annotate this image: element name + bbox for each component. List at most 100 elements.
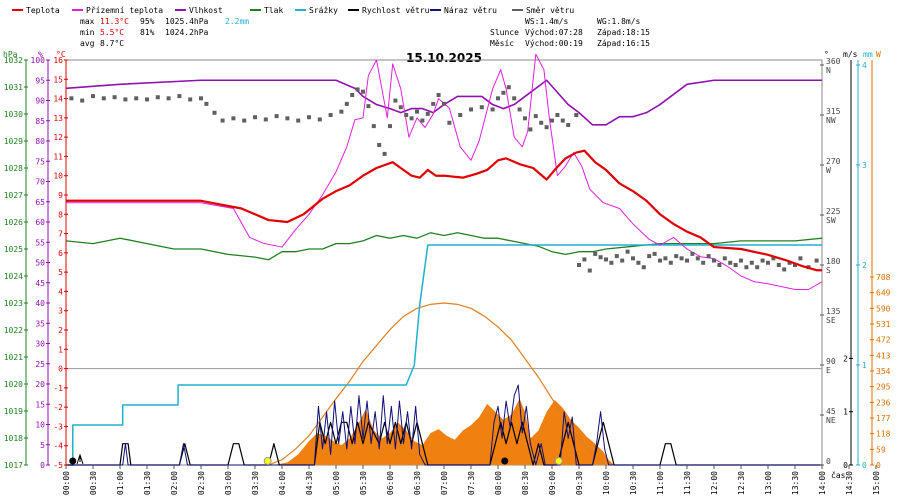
humidity-tick-label: 60 xyxy=(35,218,45,227)
direction-tick-label: 90 xyxy=(826,357,836,366)
wind-direction-point xyxy=(123,97,128,102)
direction-tick-label: 270 xyxy=(826,157,841,166)
wind-direction-point xyxy=(166,96,171,101)
wind-direction-point xyxy=(744,265,749,270)
wind-direction-point xyxy=(431,101,436,106)
rain-tick-label: 2 xyxy=(862,261,867,270)
wind-direction-point xyxy=(204,101,209,106)
x-tick-label: 10:30 xyxy=(629,471,638,495)
temperature-tick-label: 11 xyxy=(53,152,63,161)
wind-direction-point xyxy=(80,98,85,103)
wind-direction-point xyxy=(695,256,700,261)
direction-name: SW xyxy=(826,216,836,225)
wind-direction-point xyxy=(366,104,371,109)
direction-name: W xyxy=(826,166,831,175)
wind-direction-point xyxy=(442,101,446,106)
temperature-tick-label: 13 xyxy=(53,114,63,123)
solar-tick-label: 236 xyxy=(876,398,891,407)
wind-direction-point xyxy=(220,118,225,123)
wind-direction-point xyxy=(199,96,203,101)
x-tick-label: 09:30 xyxy=(575,471,584,495)
temperature-tick-label: 2 xyxy=(58,326,63,335)
solar-tick-label: 0 xyxy=(876,461,881,470)
ground-temperature-line xyxy=(66,53,823,290)
wind-direction-point xyxy=(574,113,579,117)
pressure-line xyxy=(65,232,823,261)
humidity-tick-label: 75 xyxy=(35,157,45,166)
direction-tick-label: 0 xyxy=(826,457,831,466)
direction-name: N xyxy=(826,66,831,75)
temperature-tick-label: 1 xyxy=(58,345,63,354)
pressure-axis-unit: hPa xyxy=(3,50,18,59)
x-tick-label: 12:00 xyxy=(710,471,719,495)
x-tick-label: 14:30 xyxy=(845,471,854,495)
wind-direction-point xyxy=(555,113,560,117)
legend-label: Teplota xyxy=(26,6,60,15)
temperature-tick-label: 5 xyxy=(58,268,63,277)
humidity-tick-label: 55 xyxy=(35,238,45,247)
temperature-tick-label: -4 xyxy=(53,442,63,451)
pressure-tick-label: 1018 xyxy=(4,434,23,443)
wind-direction-point xyxy=(647,254,652,259)
wind-direction-point xyxy=(420,118,425,123)
temperature-tick-label: -1 xyxy=(53,384,63,393)
wind-tick-label: 1 xyxy=(843,408,848,417)
wind-direction-point xyxy=(679,256,684,261)
rain-axis-unit: mm xyxy=(863,50,873,59)
legend-label: Směr větru xyxy=(526,6,574,15)
stat-label: max xyxy=(80,17,95,26)
pressure-tick-label: 1025 xyxy=(4,245,23,254)
stat-temp: 11.3°C xyxy=(100,17,129,26)
wind-direction-point xyxy=(787,260,792,265)
wind-tick-label: 0 xyxy=(843,461,848,470)
wind-direction-point xyxy=(625,249,630,254)
solar-tick-label: 413 xyxy=(876,351,891,360)
direction-name: E xyxy=(826,366,831,375)
wind-direction-point xyxy=(479,105,484,110)
x-tick-label: 01:00 xyxy=(116,471,125,495)
legend-label: Tlak xyxy=(264,6,283,15)
wind-direction-point xyxy=(604,257,608,262)
solar-tick-label: 531 xyxy=(876,320,891,329)
wind-direction-point xyxy=(91,94,95,99)
solar-theoretical-curve xyxy=(268,302,607,466)
x-tick-label: 08:30 xyxy=(521,471,530,495)
temperature-tick-label: 8 xyxy=(58,210,63,219)
temperature-tick-label: 0 xyxy=(58,365,63,374)
pressure-tick-label: 1029 xyxy=(4,137,23,146)
x-tick-label: 03:30 xyxy=(251,471,260,495)
pressure-tick-label: 1028 xyxy=(4,164,23,173)
info-sun-label: Slunce xyxy=(490,28,519,37)
humidity-tick-label: 65 xyxy=(35,198,45,207)
wind-direction-point xyxy=(733,263,738,267)
humidity-tick-label: 85 xyxy=(35,117,45,126)
wind-direction-point xyxy=(566,123,571,127)
x-tick-label: 10:00 xyxy=(602,471,611,495)
x-tick-label: 00:30 xyxy=(89,471,98,495)
wind-direction-point xyxy=(614,254,619,259)
wind-direction-point xyxy=(490,107,495,112)
wind-direction-point xyxy=(701,260,706,265)
wind-direction-point xyxy=(101,96,106,101)
stat-pressure: 1024.2hPa xyxy=(165,28,209,37)
wind-direction-point xyxy=(425,111,430,116)
wind-direction-point xyxy=(69,96,74,101)
humidity-tick-label: 45 xyxy=(35,279,45,288)
wind-direction-point xyxy=(296,118,301,123)
temperature-tick-label: 14 xyxy=(53,95,63,104)
temperature-tick-label: 15 xyxy=(53,75,63,84)
x-tick-label: 07:00 xyxy=(440,471,449,495)
wind-direction-point xyxy=(344,101,349,106)
wind-direction-point xyxy=(274,114,279,119)
wind-direction-point xyxy=(755,265,760,270)
wind-direction-point xyxy=(177,94,182,99)
solar-tick-label: 708 xyxy=(876,273,891,282)
humidity-tick-label: 5 xyxy=(40,441,45,450)
solar-tick-label: 59 xyxy=(876,445,886,454)
wind-direction-point xyxy=(631,256,635,261)
wind-direction-point xyxy=(512,96,517,101)
wind-direction-point xyxy=(706,254,711,259)
wind-direction-point xyxy=(620,258,625,263)
wind-direction-point xyxy=(350,93,355,97)
direction-name: S xyxy=(826,266,831,275)
